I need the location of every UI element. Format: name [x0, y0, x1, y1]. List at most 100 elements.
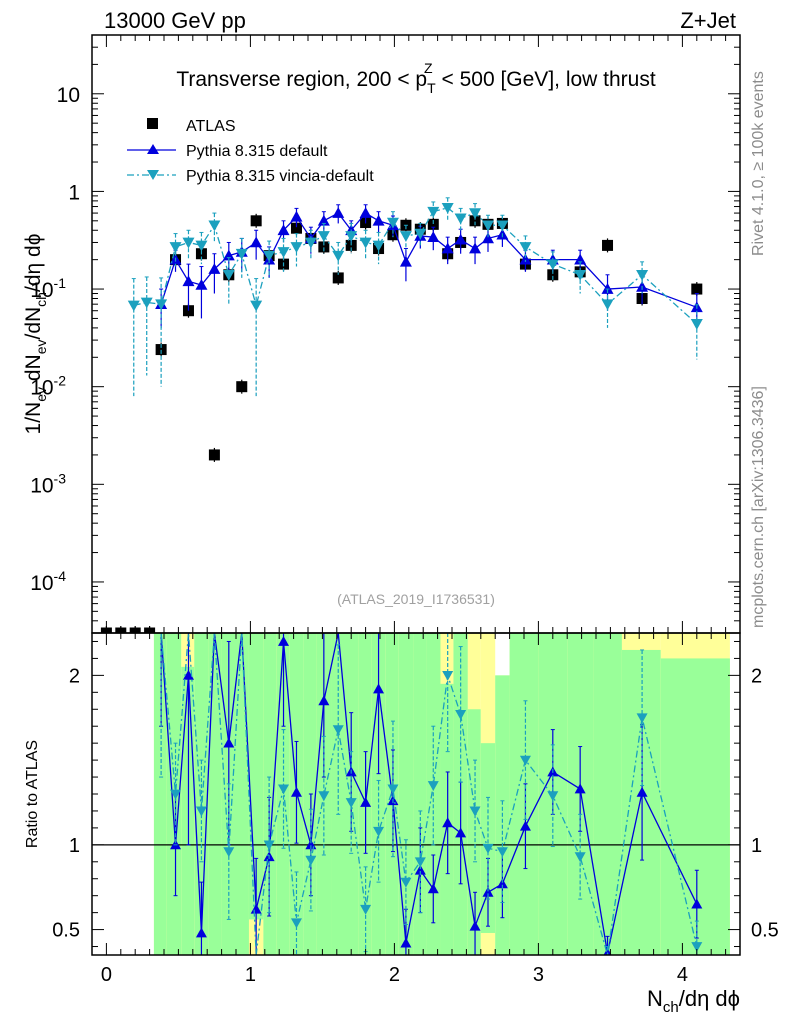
vincia-point	[359, 237, 372, 249]
vincia-ratio-point	[278, 784, 290, 795]
legend-marker-atlas	[147, 118, 158, 129]
vincia-point	[519, 242, 532, 253]
default-point	[574, 253, 587, 265]
legend-label-atlas: ATLAS	[186, 118, 236, 135]
green-band	[480, 743, 496, 933]
x-tick-label: 3	[533, 964, 544, 986]
default-point	[441, 242, 454, 254]
vincia-point	[222, 269, 235, 281]
default-ratio-point	[636, 786, 648, 797]
ratio-axis-label: Ratio to ATLAS	[24, 740, 41, 848]
green-band	[181, 666, 195, 955]
vincia-ratio-point	[345, 798, 357, 808]
y-tick-label: 1	[68, 181, 80, 204]
vincia-ratio-point	[290, 918, 302, 929]
default-ratio-point	[519, 820, 531, 831]
vincia-point	[469, 208, 482, 220]
ratio-tick-label-right: 0.5	[751, 920, 779, 942]
default-ratio-point	[250, 903, 262, 914]
default-point	[482, 232, 494, 244]
vincia-point	[235, 248, 248, 260]
default-ratio-point	[482, 886, 494, 897]
default-ratio-point	[427, 883, 439, 894]
y-tick-label: 10-2	[30, 373, 66, 400]
default-ratio-point	[455, 827, 467, 838]
vincia-ratio-point	[360, 904, 372, 915]
vincia-point	[372, 240, 385, 252]
vincia-point	[155, 299, 168, 311]
green-band	[660, 658, 730, 955]
default-ratio-point	[360, 796, 372, 807]
default-ratio-point	[278, 635, 290, 646]
ratio-panel-data	[159, 633, 703, 955]
green-band	[276, 633, 290, 955]
green-band	[236, 633, 249, 955]
green-band	[593, 633, 622, 955]
default-ratio-point	[469, 920, 481, 931]
header-energy: 13000 GeV pp	[104, 8, 246, 33]
analysis-watermark: (ATLAS_2019_I1736531)	[337, 591, 495, 607]
vincia-point	[690, 319, 703, 330]
tick-labels: 0 1 2 3 4 10-4 10-3 10-2 10-1 1 10 0.5 0.5 1 1 2 2	[30, 84, 779, 986]
vincia-point	[277, 247, 290, 258]
vincia-point	[127, 300, 140, 312]
vincia-ratio-point	[519, 755, 531, 766]
legend-label-vincia: Pythia 8.315 vincia-default	[186, 168, 374, 185]
vincia-ratio-point	[195, 806, 207, 817]
default-point	[182, 275, 195, 287]
vincia-ratio-point	[223, 847, 235, 858]
vincia-point	[482, 220, 494, 232]
vincia-ratio-point	[574, 852, 586, 863]
y-tick-label: 10-1	[30, 275, 66, 302]
default-ratio-point	[195, 927, 207, 938]
vincia-point	[574, 269, 587, 281]
ratio-tick-label-right: 1	[751, 835, 762, 857]
default-point	[317, 214, 330, 226]
default-ratio-point	[574, 783, 586, 794]
header-process: Z+Jet	[680, 8, 736, 33]
vincia-point	[496, 220, 509, 232]
default-ratio-line	[160, 633, 698, 954]
vincia-ratio-point	[547, 791, 559, 802]
default-ratio-point	[603, 947, 612, 955]
legend-label-default: Pythia 8.315 default	[186, 143, 328, 160]
green-band	[208, 633, 222, 955]
ratio-tick-label-right: 2	[751, 665, 762, 687]
default-ratio-point	[223, 737, 235, 748]
y-tick-label: 10-3	[30, 470, 66, 497]
title-pre: Transverse region, 200 < p	[176, 68, 427, 91]
default-ratio-point	[182, 669, 194, 680]
vincia-point	[304, 237, 317, 249]
default-point	[208, 263, 221, 274]
vincia-line	[133, 207, 698, 325]
default-point	[469, 242, 482, 254]
vincia-ratio-line	[160, 633, 698, 955]
x-tick-label: 0	[101, 964, 112, 986]
vincia-point	[399, 231, 412, 242]
mcplots-label: mcplots.cern.ch [arXiv:1306.3436]	[750, 386, 767, 628]
legend-marker-default	[147, 144, 159, 154]
y-tick-label: 10-4	[30, 568, 66, 595]
green-band	[331, 633, 344, 955]
legend-marker-vincia	[147, 170, 159, 180]
default-point	[222, 249, 235, 261]
vincia-point	[290, 242, 303, 253]
vincia-ratio-point	[691, 942, 703, 953]
default-point	[290, 210, 303, 222]
vincia-ratio-point	[469, 806, 481, 817]
vincia-ratio-point	[373, 826, 385, 837]
y-tick-label: 10	[57, 84, 80, 107]
green-band	[358, 633, 372, 955]
default-point	[519, 253, 532, 265]
vincia-point	[208, 220, 221, 232]
vincia-ratio-point	[263, 840, 275, 851]
axis-ticks	[92, 34, 741, 955]
default-point	[250, 236, 263, 248]
vincia-ratio-point	[318, 791, 330, 802]
chart-title: Transverse region, 200 < pT < 500 [GeV],…	[176, 68, 656, 96]
vincia-ratio-point	[636, 713, 648, 724]
default-ratio-point	[373, 683, 385, 694]
default-point	[332, 207, 345, 218]
vincia-point	[169, 242, 182, 253]
default-ratio-point	[414, 864, 426, 875]
